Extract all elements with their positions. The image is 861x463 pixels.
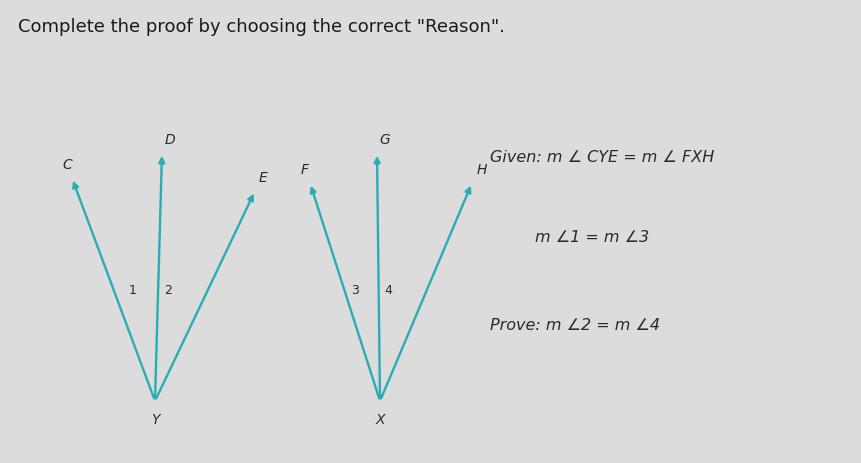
Text: 2: 2 [164, 284, 172, 298]
Text: Y: Y [151, 413, 159, 427]
Text: F: F [301, 163, 309, 177]
Text: Prove: m ∠2 = m ∠4: Prove: m ∠2 = m ∠4 [490, 318, 660, 332]
Text: Given: m ∠ CYE = m ∠ FXH: Given: m ∠ CYE = m ∠ FXH [490, 150, 715, 165]
Text: D: D [164, 133, 176, 147]
Text: 1: 1 [129, 284, 137, 298]
Text: X: X [375, 413, 385, 427]
Text: H: H [477, 163, 487, 177]
Text: C: C [62, 158, 71, 172]
Text: m ∠1 = m ∠3: m ∠1 = m ∠3 [535, 231, 649, 245]
Text: G: G [380, 133, 390, 147]
Text: Complete the proof by choosing the correct "Reason".: Complete the proof by choosing the corre… [18, 18, 505, 36]
Text: E: E [258, 171, 268, 185]
Text: 3: 3 [351, 284, 359, 298]
Text: 4: 4 [384, 284, 392, 298]
